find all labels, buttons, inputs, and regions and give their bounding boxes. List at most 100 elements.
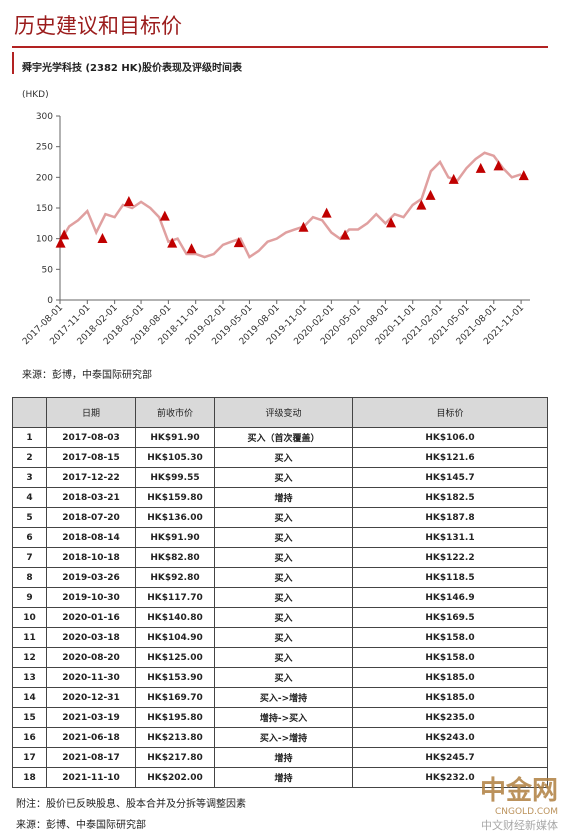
table-cell: 2017-08-03 xyxy=(46,427,136,448)
table-cell: HK$153.90 xyxy=(135,667,215,688)
table-cell: 2018-08-14 xyxy=(46,527,136,548)
chart-title: 舜宇光学科技 (2382 HK)股价表现及评级时间表 xyxy=(22,63,243,74)
table-row: 5 2018-07-20 HK$136.00 买入 HK$187.8 xyxy=(12,507,548,528)
table-cell: HK$202.00 xyxy=(135,767,215,788)
table-cell: 2018-03-21 xyxy=(46,487,136,508)
table-cell: 16 xyxy=(12,727,47,748)
table-cell: HK$140.80 xyxy=(135,607,215,628)
table-row: 15 2021-03-19 HK$195.80 增持->买入 HK$235.0 xyxy=(12,707,548,728)
y-tick-label: 150 xyxy=(36,204,53,214)
table-cell: HK$195.80 xyxy=(135,707,215,728)
table-row: 18 2021-11-10 HK$202.00 增持 HK$232.0 xyxy=(12,767,548,788)
table-cell: 9 xyxy=(12,587,47,608)
table-cell: HK$217.80 xyxy=(135,747,215,768)
table-cell: 买入->增持 xyxy=(214,727,353,748)
table-row: 17 2021-08-17 HK$217.80 增持 HK$245.7 xyxy=(12,747,548,768)
table-cell: 增持->买入 xyxy=(214,707,353,728)
table-row: 3 2017-12-22 HK$99.55 买入 HK$145.7 xyxy=(12,467,548,488)
table-cell: 2020-01-16 xyxy=(46,607,136,628)
table-cell: HK$145.7 xyxy=(352,467,548,488)
rating-marker xyxy=(416,199,427,210)
table-cell: 3 xyxy=(12,467,47,488)
table-cell: 1 xyxy=(12,427,47,448)
watermark-brand: 中金网 xyxy=(479,776,558,806)
table-cell: HK$232.0 xyxy=(352,767,548,788)
header-cell: 日期 xyxy=(46,397,136,428)
table-cell: HK$182.5 xyxy=(352,487,548,508)
table-cell: HK$82.80 xyxy=(135,547,215,568)
table-cell: 买入 xyxy=(214,587,353,608)
note: 附注：股价已反映股息、股本合并及分拆等调整因素 xyxy=(16,799,246,810)
table-cell: HK$159.80 xyxy=(135,487,215,508)
table-cell: 2019-10-30 xyxy=(46,587,136,608)
y-tick-label: 100 xyxy=(36,235,53,245)
table-row: 8 2019-03-26 HK$92.80 买入 HK$118.5 xyxy=(12,567,548,588)
y-tick-label: 200 xyxy=(36,173,53,183)
table-row: 13 2020-11-30 HK$153.90 买入 HK$185.0 xyxy=(12,667,548,688)
table-row: 11 2020-03-18 HK$104.90 买入 HK$158.0 xyxy=(12,627,548,648)
table-cell: HK$169.70 xyxy=(135,687,215,708)
table-cell: 5 xyxy=(12,507,47,528)
table-cell: 13 xyxy=(12,667,47,688)
table-cell: 买入 xyxy=(214,447,353,468)
table-cell: 买入->增持 xyxy=(214,687,353,708)
table-cell: 8 xyxy=(12,567,47,588)
rating-marker xyxy=(386,217,397,228)
table-cell: HK$121.6 xyxy=(352,447,548,468)
table-cell: HK$92.80 xyxy=(135,567,215,588)
table-cell: 买入 xyxy=(214,507,353,528)
rating-marker xyxy=(233,237,244,248)
table-cell: 2017-08-15 xyxy=(46,447,136,468)
table-cell: HK$122.2 xyxy=(352,547,548,568)
table-cell: HK$158.0 xyxy=(352,647,548,668)
table-cell: HK$136.00 xyxy=(135,507,215,528)
table-cell: HK$118.5 xyxy=(352,567,548,588)
table-cell: HK$245.7 xyxy=(352,747,548,768)
y-tick-label: 250 xyxy=(36,143,53,153)
header-cell: 前收市价 xyxy=(135,397,215,428)
table-cell: HK$146.9 xyxy=(352,587,548,608)
table-cell: 买入 xyxy=(214,547,353,568)
table-cell: 增持 xyxy=(214,487,353,508)
table-cell: HK$187.8 xyxy=(352,507,548,528)
rating-marker xyxy=(475,162,486,173)
header-row: 日期 前收市价 评级变动 目标价 xyxy=(12,397,548,428)
rating-marker xyxy=(448,173,459,184)
table-cell: HK$106.0 xyxy=(352,427,548,448)
table-cell: 10 xyxy=(12,607,47,628)
rating-marker xyxy=(186,243,197,254)
table-cell: 2018-10-18 xyxy=(46,547,136,568)
table-cell: 买入 xyxy=(214,667,353,688)
watermark: 中金网 CNGOLD.COM 中文财经新媒体 xyxy=(480,770,558,833)
note: 来源：彭博、中泰国际研究部 xyxy=(16,820,146,831)
table-cell: 2021-06-18 xyxy=(46,727,136,748)
rating-marker xyxy=(518,170,529,181)
table-cell: HK$105.30 xyxy=(135,447,215,468)
rating-marker xyxy=(55,237,66,248)
table-cell: 买入 xyxy=(214,607,353,628)
price-line xyxy=(58,151,522,259)
table-row: 16 2021-06-18 HK$213.80 买入->增持 HK$243.0 xyxy=(12,727,548,748)
table-cell: 17 xyxy=(12,747,47,768)
table-cell: 增持 xyxy=(214,747,353,768)
table-cell: 2020-11-30 xyxy=(46,667,136,688)
accent xyxy=(12,52,14,74)
table-cell: HK$104.90 xyxy=(135,627,215,648)
table-cell: HK$91.90 xyxy=(135,527,215,548)
table-cell: 2021-08-17 xyxy=(46,747,136,768)
table-cell: 7 xyxy=(12,547,47,568)
rating-marker xyxy=(425,189,436,200)
rule xyxy=(12,46,548,48)
table-cell: HK$158.0 xyxy=(352,627,548,648)
rating-marker xyxy=(298,221,309,232)
table-cell: HK$131.1 xyxy=(352,527,548,548)
table-cell: HK$117.70 xyxy=(135,587,215,608)
table-cell: HK$91.90 xyxy=(135,427,215,448)
table-cell: 增持 xyxy=(214,767,353,788)
table-cell: 2019-03-26 xyxy=(46,567,136,588)
table-row: 10 2020-01-16 HK$140.80 买入 HK$169.5 xyxy=(12,607,548,628)
rating-marker xyxy=(167,237,178,248)
watermark-site: CNGOLD.COM xyxy=(494,807,558,817)
header-cell: 评级变动 xyxy=(214,397,353,428)
